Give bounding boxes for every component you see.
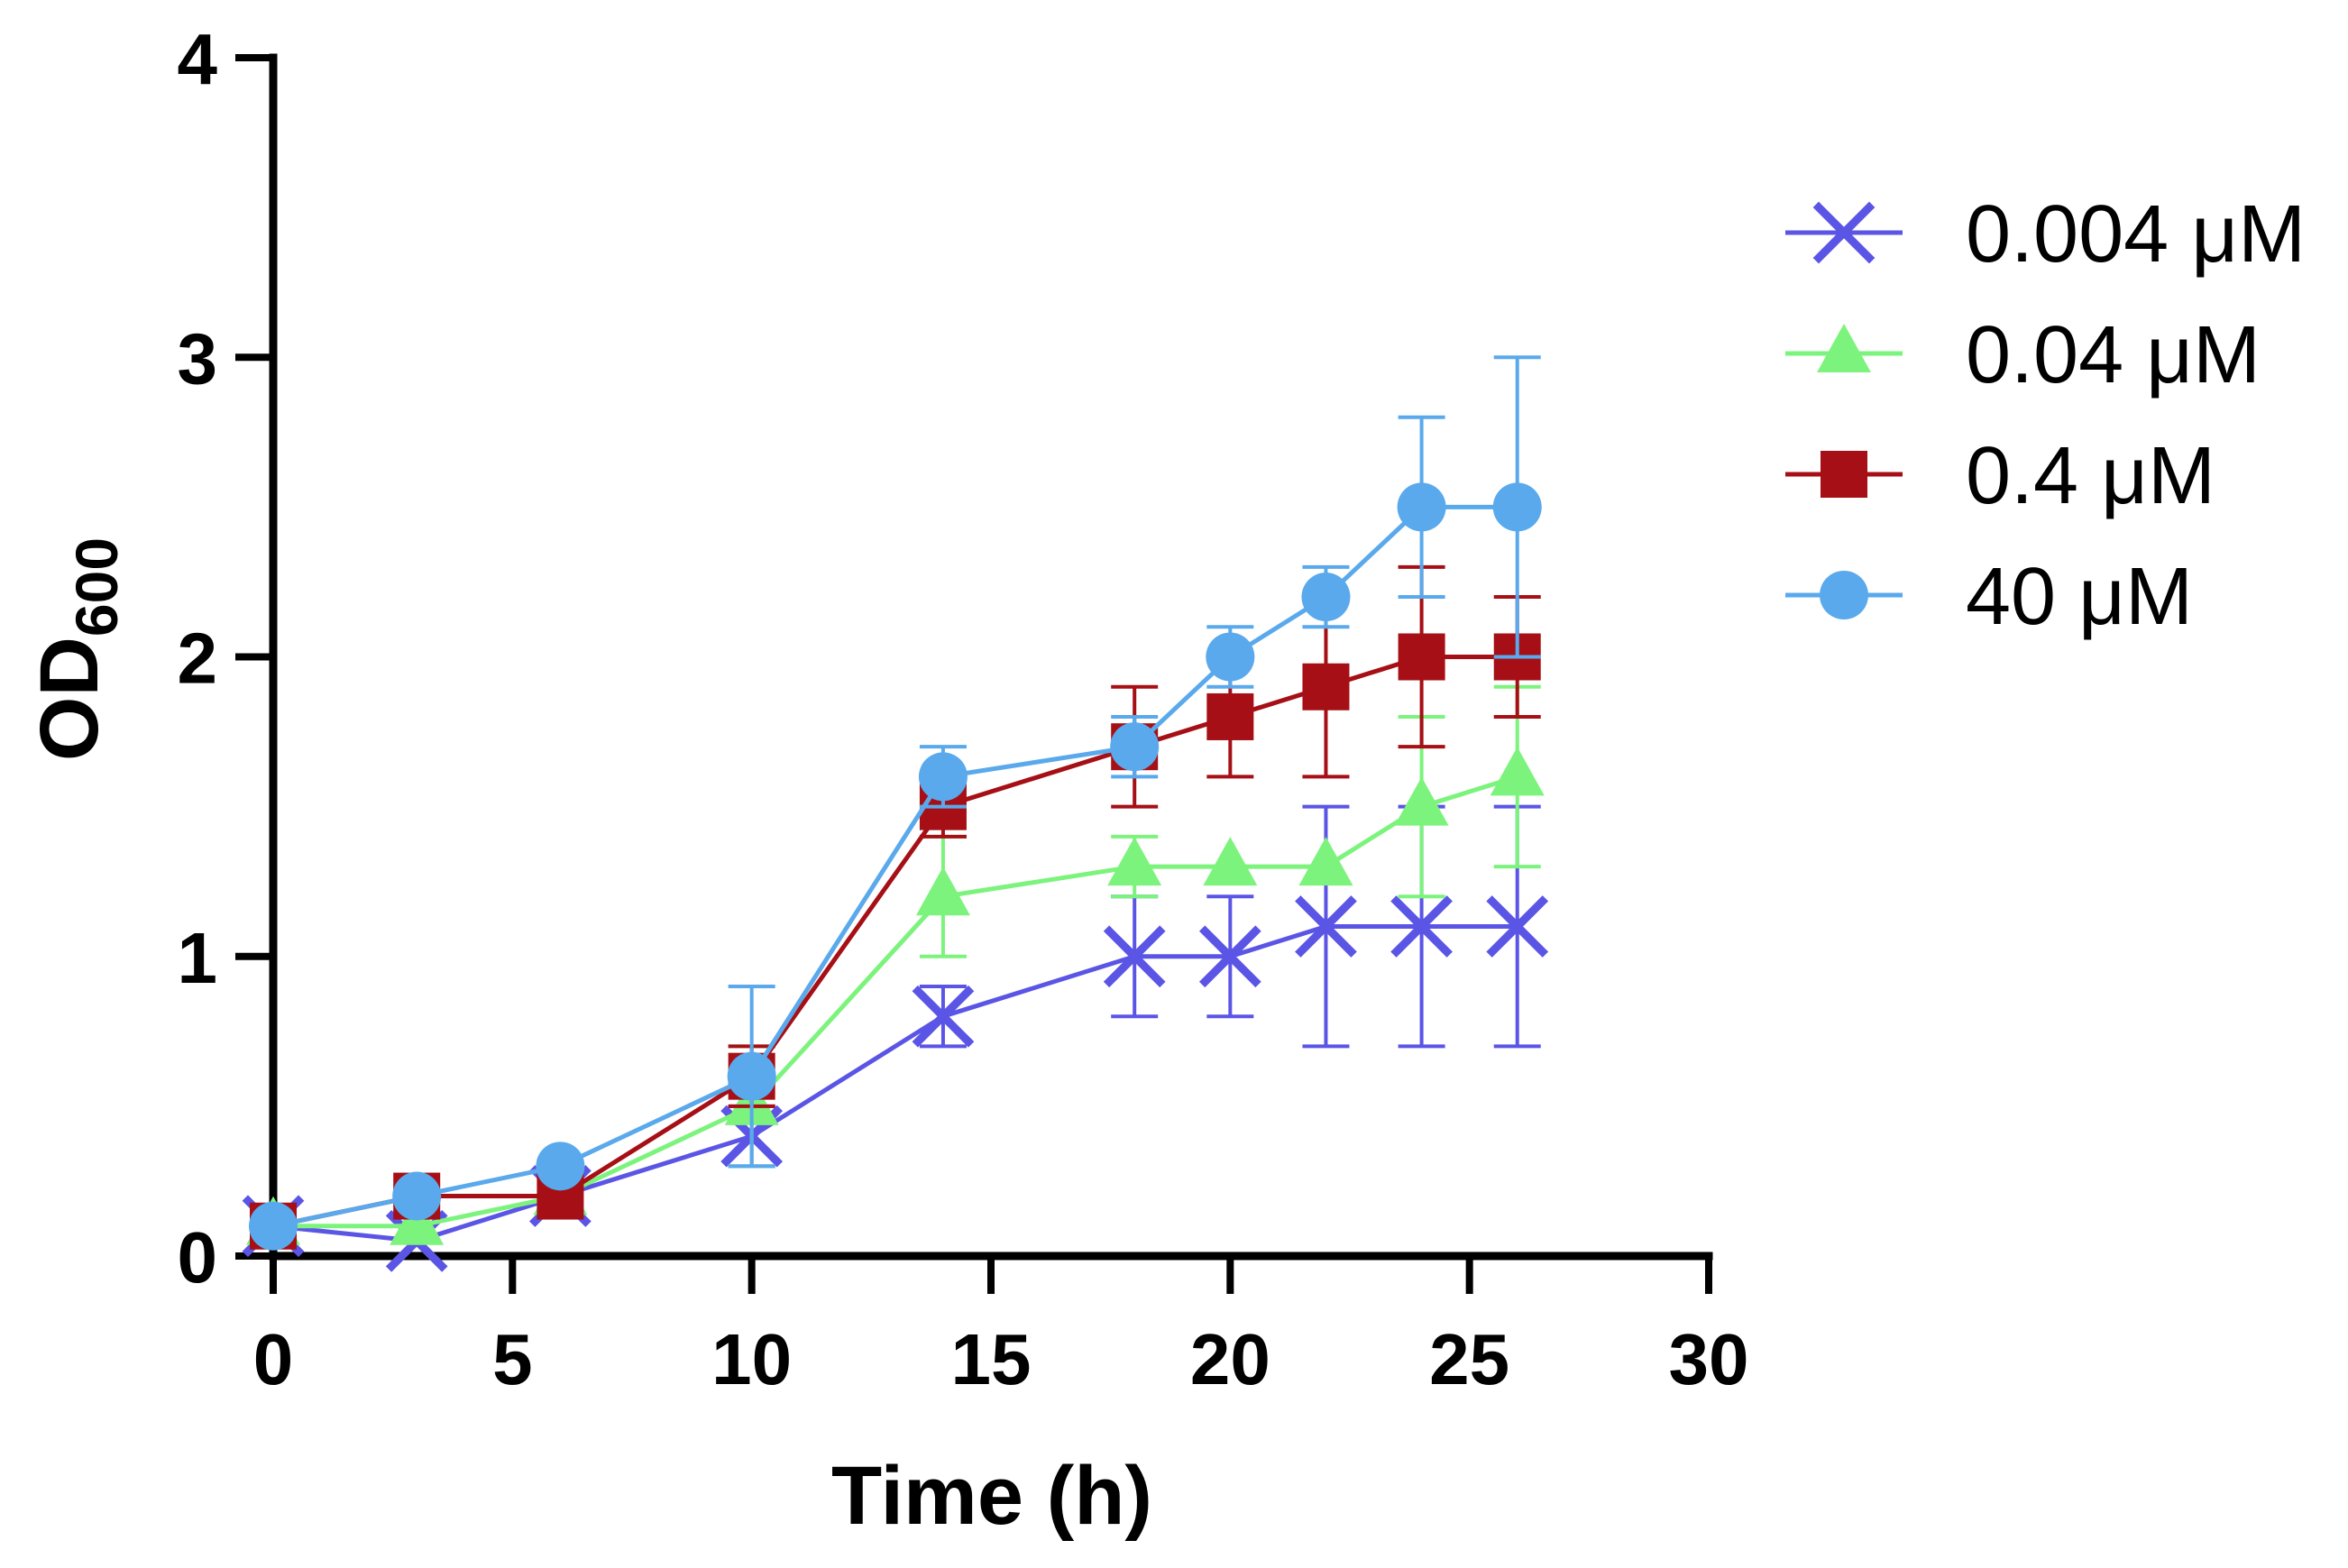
legend-item: 40 μM	[1785, 552, 2193, 642]
data-point	[1302, 663, 1350, 711]
data-point	[1295, 895, 1357, 958]
data-point	[1390, 895, 1453, 958]
legend-label: 40 μM	[1966, 552, 2193, 642]
data-point	[1397, 482, 1446, 532]
y-tick-label: 2	[178, 619, 218, 699]
data-point	[912, 985, 975, 1048]
y-tick-label: 1	[178, 918, 218, 998]
y-tick-label: 3	[178, 318, 218, 399]
x-axis-title: Time (h)	[831, 1450, 1152, 1542]
data-point	[1490, 747, 1545, 796]
data-point	[1110, 722, 1160, 772]
data-point	[915, 867, 970, 916]
y-tick-label: 4	[178, 19, 218, 99]
data-point	[392, 1171, 442, 1221]
series-line	[272, 504, 1518, 1229]
axes: 0 5 10 15 20 25 30 0 1 2 3 4	[178, 19, 1749, 1399]
x-tick-label: 10	[711, 1319, 792, 1399]
data-point	[727, 1051, 776, 1101]
data-point	[249, 1201, 298, 1251]
y-axis-title-sub: 600	[63, 537, 130, 637]
x-tick-label: 0	[253, 1319, 294, 1399]
data-point	[1206, 692, 1254, 740]
legend-item: 0.4 μM	[1785, 431, 2215, 521]
series-layer	[242, 355, 1549, 1272]
legend-label: 0.04 μM	[1966, 310, 2261, 400]
series-line	[273, 775, 1518, 1229]
legend-label: 0.004 μM	[1966, 189, 2306, 280]
data-point	[918, 752, 968, 802]
x-tick-label: 15	[951, 1319, 1032, 1399]
data-point	[1103, 925, 1166, 988]
x-tick-label: 20	[1190, 1319, 1270, 1399]
legend-marker	[1812, 201, 1876, 264]
data-point	[390, 1196, 445, 1245]
legend-item: 0.04 μM	[1785, 310, 2261, 400]
legend: 0.004 μM 0.04 μM 0.4 μM 40 μM	[1785, 189, 2306, 642]
data-point	[1486, 895, 1549, 958]
x-tick-label: 5	[492, 1319, 533, 1399]
data-point	[1298, 837, 1353, 886]
data-point	[1394, 776, 1449, 826]
series-line	[272, 924, 1518, 1243]
data-point	[1398, 633, 1445, 681]
data-point	[1203, 837, 1258, 886]
y-tick-label: 0	[178, 1217, 218, 1297]
series-line	[272, 655, 1518, 1229]
legend-marker	[1817, 324, 1871, 372]
legend-label: 0.4 μM	[1966, 431, 2215, 521]
y-axis-title-main: OD	[23, 637, 115, 761]
data-point	[1301, 573, 1351, 622]
data-point	[1107, 837, 1162, 886]
legend-marker	[1820, 571, 1868, 619]
x-tick-label: 30	[1669, 1319, 1749, 1399]
data-point	[1492, 482, 1542, 532]
data-point	[536, 1142, 585, 1191]
series-2	[246, 684, 1545, 1245]
y-axis-title: OD600	[23, 537, 130, 761]
x-tick-label: 25	[1429, 1319, 1509, 1399]
legend-item: 0.004 μM	[1785, 189, 2306, 280]
data-point	[1198, 925, 1261, 988]
legend-marker	[1821, 451, 1867, 498]
series-4	[249, 355, 1542, 1251]
data-point	[1206, 632, 1255, 682]
